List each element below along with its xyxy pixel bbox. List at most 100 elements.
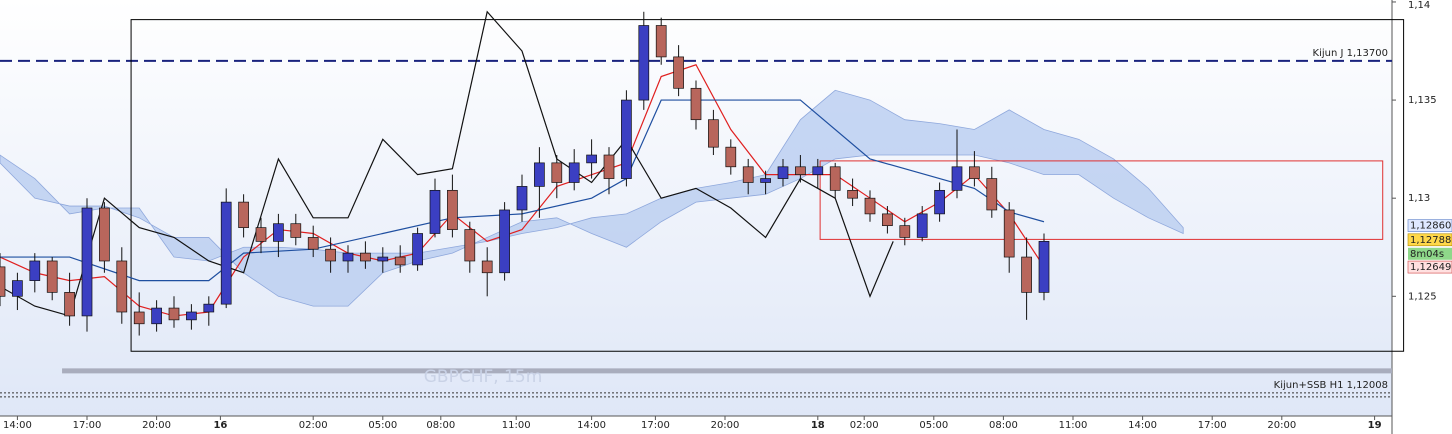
- candle-body: [864, 197, 876, 215]
- watermark: GBPCHF, 15m: [424, 367, 543, 387]
- x-tick-label: 17:00: [1198, 420, 1227, 431]
- candle-body: [934, 189, 945, 215]
- candle-body: [325, 248, 336, 262]
- x-tick-label: 08:00: [426, 420, 455, 431]
- candle-body: [273, 223, 284, 242]
- candle-body: [133, 311, 145, 325]
- candle-body: [969, 166, 980, 179]
- candle-body: [725, 146, 737, 168]
- countdown-label: 8m04s: [1410, 249, 1444, 260]
- candle-body: [899, 225, 911, 238]
- y-tick-label: 1,13: [1408, 193, 1430, 204]
- candle-body: [516, 186, 528, 211]
- candle-body: [551, 162, 563, 183]
- candle-body: [638, 25, 650, 101]
- x-tick-label: 02:00: [299, 420, 328, 431]
- candle-body: [847, 189, 858, 199]
- candle-body: [99, 207, 110, 262]
- candle-body: [1021, 256, 1032, 293]
- candle-body: [0, 266, 6, 297]
- candle-body: [673, 56, 684, 89]
- candle-body: [690, 87, 702, 121]
- drawn-box: [130, 19, 1405, 352]
- candle-body: [151, 307, 162, 325]
- time-axis-area: [0, 416, 1392, 434]
- ichimoku-cloud: [0, 89, 1184, 307]
- price-tag: [1407, 219, 1452, 232]
- x-tick-label: 11:00: [502, 420, 531, 431]
- candle-body: [882, 213, 893, 227]
- x-tick-label: 20:00: [711, 420, 740, 431]
- x-tick-label: 20:00: [1267, 420, 1296, 431]
- candle-body: [742, 166, 754, 183]
- candle-body: [46, 260, 58, 293]
- candle-body: [603, 154, 615, 179]
- candle-body: [986, 178, 998, 211]
- plot-background: [0, 0, 1392, 416]
- candle-body: [1038, 241, 1050, 293]
- candle-body: [220, 201, 232, 305]
- candle-body: [829, 166, 841, 191]
- candle-body: [168, 307, 180, 321]
- candle-body: [429, 189, 441, 234]
- candle-body: [777, 166, 789, 179]
- x-tick-label: 20:00: [142, 420, 171, 431]
- price-tag: [1407, 233, 1452, 247]
- level-label: Kijun+SSB H1 1,12008: [1274, 380, 1388, 391]
- candle-body: [186, 311, 197, 321]
- candle-body: [342, 252, 354, 262]
- drawn-box: [819, 160, 1384, 240]
- candle-body: [203, 303, 215, 313]
- candle-body: [307, 237, 319, 250]
- x-tick-label: 14:00: [1128, 420, 1157, 431]
- price-tag: [1407, 260, 1452, 274]
- candle-body: [447, 189, 458, 230]
- candle-body: [655, 25, 667, 58]
- x-tick-label: 14:00: [3, 420, 32, 431]
- candle-body: [290, 223, 302, 238]
- price-tag-label: 1,12860: [1410, 221, 1451, 232]
- candle-body: [481, 260, 493, 274]
- y-tick-label: 1,125: [1408, 291, 1437, 302]
- x-tick-label: 05:00: [919, 420, 948, 431]
- candle-body: [12, 280, 23, 297]
- candle-body: [377, 256, 389, 262]
- candle-body: [951, 166, 963, 191]
- candle-body: [412, 233, 423, 266]
- x-tick-label: 08:00: [989, 420, 1018, 431]
- candle-body: [360, 252, 371, 262]
- candle-body: [29, 260, 41, 281]
- candle-body: [621, 99, 632, 179]
- candle-body: [116, 260, 128, 313]
- candle-body: [586, 154, 597, 164]
- candle-body: [499, 209, 510, 274]
- price-tag-label: 1,12788: [1410, 235, 1451, 246]
- indicator-line: [0, 10, 894, 317]
- y-tick-label: 1,14: [1408, 0, 1430, 11]
- candle-body: [464, 229, 476, 262]
- candle-body: [760, 178, 771, 183]
- candle-body: [81, 207, 93, 317]
- x-tick-label: 17:00: [641, 420, 670, 431]
- candle-body: [255, 227, 267, 242]
- level-label: Kijun J 1,13700: [1313, 48, 1388, 59]
- candle-body: [534, 162, 545, 187]
- x-tick-label: 19: [1368, 420, 1382, 431]
- candle-body: [708, 119, 719, 148]
- candle-body: [238, 201, 249, 228]
- candle-body: [795, 166, 806, 175]
- candle-body: [812, 166, 824, 175]
- candle-body: [64, 292, 75, 317]
- candle-body: [394, 256, 406, 266]
- price-tag-label: 1,12649: [1410, 262, 1451, 273]
- x-tick-label: 14:00: [577, 420, 606, 431]
- candle-body: [916, 213, 928, 238]
- candle-body: [1003, 209, 1015, 258]
- price-axis-area: [1392, 0, 1452, 434]
- indicator-line: [0, 99, 1045, 282]
- x-tick-label: 05:00: [368, 420, 397, 431]
- candle-body: [568, 162, 580, 183]
- x-tick-label: 18: [811, 420, 825, 431]
